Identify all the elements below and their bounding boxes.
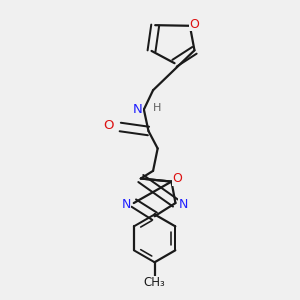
Text: O: O <box>190 18 200 31</box>
Text: N: N <box>178 198 188 211</box>
Text: H: H <box>152 103 161 113</box>
Text: N: N <box>122 198 131 211</box>
Text: N: N <box>133 103 142 116</box>
Text: O: O <box>103 119 113 132</box>
Text: CH₃: CH₃ <box>144 276 166 289</box>
Text: O: O <box>173 172 182 185</box>
